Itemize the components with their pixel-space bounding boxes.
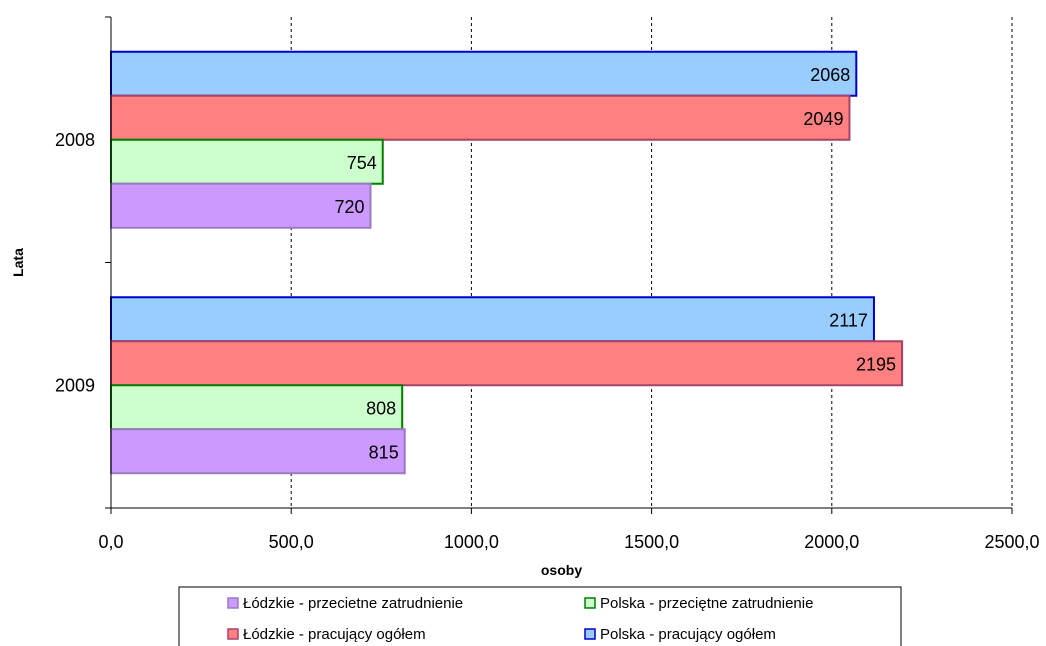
y-tick-label: 2009 [55,375,95,395]
x-tick-label: 1500,0 [624,532,679,552]
y-tick-label: 2008 [55,130,95,150]
legend: Łódzkie - przecietne zatrudnienie Polska … [178,586,902,646]
bar [110,182,372,229]
bar [110,94,851,141]
legend-label: Polska - przeciętne zatrudnienie [600,595,813,612]
x-tick-label: 500,0 [269,532,314,552]
legend-swatch [584,628,596,640]
bar-value-label: 754 [347,153,377,173]
bar-value-label: 720 [334,197,364,217]
x-tick-label: 2500,0 [984,532,1039,552]
legend-swatch [227,597,239,609]
legend-swatch [584,597,596,609]
legend-swatch [227,628,239,640]
bar [110,340,904,387]
bar [110,384,404,431]
bar-value-label: 2195 [856,354,896,374]
bar [110,50,858,97]
bar-value-label: 2049 [803,109,843,129]
bar-value-label: 815 [369,442,399,462]
bar-value-label: 2068 [810,65,850,85]
bar [110,428,406,475]
x-axis-title: osoby [541,562,582,578]
x-tick-label: 1000,0 [444,532,499,552]
bar-value-label: 808 [366,398,396,418]
x-tick-label: 2000,0 [804,532,859,552]
y-axis-title: Lata [10,248,26,277]
legend-label: Łódzkie - przecietne zatrudnienie [243,595,463,612]
axes: 0,0 500,0 1000,0 1500,0 2000,0 2500,0 2008 2009 [55,16,1040,552]
bar-value-label: 2117 [829,310,868,330]
legend-label: Polska - pracujący ogółem [600,626,776,643]
legend-box [178,586,902,646]
bar [110,296,875,343]
bar [110,138,384,185]
legend-label: Łódzkie - pracujący ogółem [243,626,426,643]
x-tick-label: 0,0 [98,532,123,552]
bars: 2068 2049 754 720 2117 2195 808 815 [110,50,904,475]
